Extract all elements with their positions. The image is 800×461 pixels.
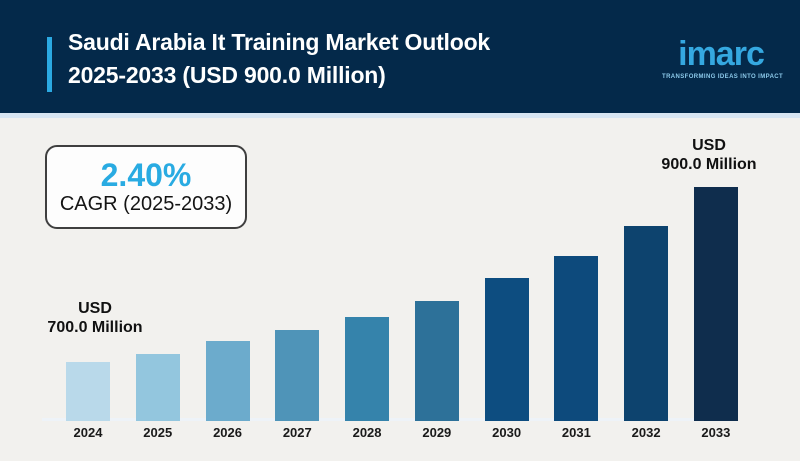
bar-2027: [275, 330, 320, 421]
bar-2029: [414, 301, 459, 421]
axis-label-2029: 2029: [422, 425, 452, 440]
bar-2025: [135, 354, 180, 421]
annotation-2033-value: USD 900.0 Million: [629, 136, 789, 174]
bar-2032: [624, 226, 669, 421]
page-title: Saudi Arabia It Training Market Outlook …: [68, 26, 490, 92]
imarc-logo: imarc TRANSFORMING IDEAS INTO IMPACT: [662, 35, 784, 80]
imarc-logo-wordmark: imarc: [678, 35, 765, 73]
title-accent-bar: [47, 37, 52, 92]
axis-label-2024: 2024: [73, 425, 103, 440]
axis-label-2026: 2026: [213, 425, 242, 440]
page-title-line1: Saudi Arabia It Training Market Outlook: [68, 29, 491, 55]
cagr-label: CAGR (2025-2033): [59, 193, 233, 215]
axis-label-2030: 2030: [492, 425, 522, 440]
cagr-value: 2.40%: [100, 157, 192, 193]
bar-2026: [205, 341, 250, 421]
x-axis-labels: 2024 2025 2026 2027 2028 2029 2030 2031 2032 2033: [66, 425, 738, 440]
annotation-2033-line2: 900.0 Million: [661, 156, 757, 173]
annotation-2024-value: USD 700.0 Million: [15, 299, 175, 337]
bar-2031: [554, 256, 599, 421]
bar-2028: [345, 317, 390, 421]
bar-2030: [484, 278, 529, 421]
header-banner: Saudi Arabia It Training Market Outlook …: [0, 0, 800, 118]
axis-label-2033: 2033: [701, 425, 731, 440]
annotation-2024-line1: USD: [78, 300, 112, 317]
axis-label-2032: 2032: [631, 425, 661, 440]
cagr-callout-box: 2.40% CAGR (2025-2033): [45, 145, 247, 229]
x-axis-baseline: [42, 418, 738, 421]
axis-label-2025: 2025: [143, 425, 173, 440]
axis-label-2028: 2028: [352, 425, 382, 440]
bar-chart: [66, 181, 738, 421]
axis-label-2027: 2027: [282, 425, 312, 440]
imarc-logo-tagline: TRANSFORMING IDEAS INTO IMPACT: [662, 74, 784, 80]
bar-2033: [693, 187, 738, 421]
bar-2024: [66, 362, 110, 421]
annotation-2024-line2: 700.0 Million: [47, 319, 143, 336]
axis-label-2031: 2031: [561, 425, 591, 440]
annotation-2033-line1: USD: [692, 137, 726, 154]
page-title-line2: 2025-2033 (USD 900.0 Million): [68, 62, 386, 88]
